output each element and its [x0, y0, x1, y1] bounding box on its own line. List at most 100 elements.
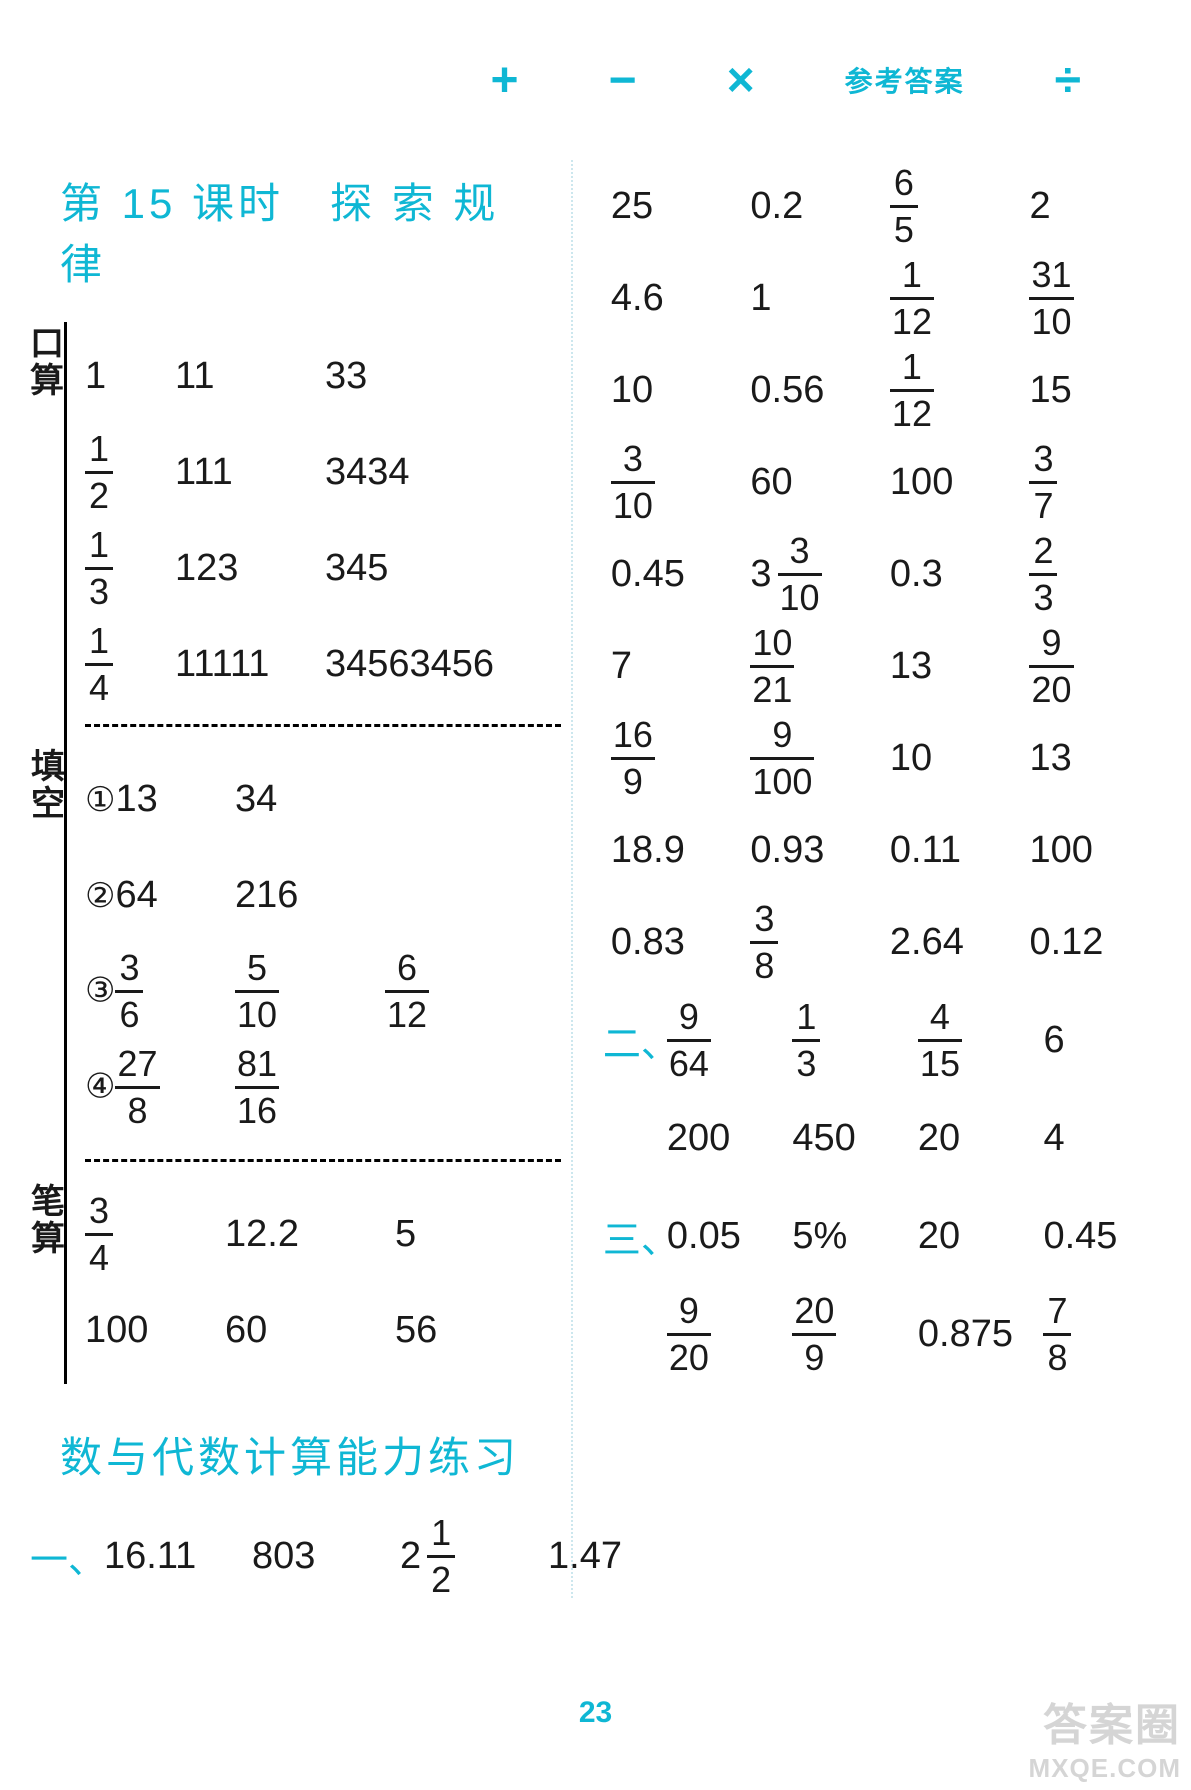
value-cell: 65 [882, 160, 1022, 252]
value-cell: 33 [325, 355, 545, 398]
value-cell: 34 [85, 1193, 225, 1276]
value-cell: 13 [85, 527, 175, 610]
left-content: 1113312111343413123345141111134563456 填空… [64, 322, 561, 1384]
value-cell: 964 [659, 994, 785, 1086]
value-cell: 112 [882, 344, 1022, 436]
marked-row: 200450204 [603, 1092, 1161, 1184]
value-cell: 10 [882, 712, 1022, 804]
section2-row: 一、16.118032121.47 [30, 1515, 561, 1598]
value-cell: 310 [603, 436, 743, 528]
kousuan-row: 141111134563456 [85, 622, 561, 706]
watermark-line2: MXQE.COM [1029, 1753, 1181, 1784]
page-number: 23 [579, 1696, 612, 1730]
value-cell: 0.93 [742, 804, 882, 896]
value-cell: 10 [603, 344, 743, 436]
value-cell: 7 [603, 620, 743, 712]
value-cell: 23 [1021, 528, 1161, 620]
value-cell: 14 [85, 623, 175, 706]
value-cell: 20 [910, 1190, 1036, 1282]
value-cell: 5 [395, 1213, 515, 1256]
marked-row: 二、964134156 [603, 994, 1161, 1086]
page: + − × 参考答案 ÷ 第 15 课时 探 索 规 律 口算 11133121… [0, 0, 1191, 1790]
value-cell: 209 [784, 1288, 910, 1380]
value-cell: 100 [882, 436, 1022, 528]
section-marker: 三、 [603, 1209, 659, 1264]
bisuan-block: 笔算3412.251006056 [85, 1180, 561, 1384]
tiankong-row: ②64216 [85, 853, 561, 937]
marked-row: 三、0.055%200.45 [603, 1190, 1161, 1282]
value-cell: 1 [85, 355, 175, 398]
tiankong-block: 填空①1334②64216③36510612④2788116 [85, 745, 561, 1141]
value-cell: 920 [1021, 620, 1161, 712]
value-cell: 920 [659, 1288, 785, 1380]
value-cell: 38 [742, 896, 882, 988]
lesson-title: 第 15 课时 探 索 规 律 [60, 170, 561, 292]
times-icon: × [727, 53, 755, 108]
section-marker: 一、 [30, 1529, 86, 1584]
answers-label: 参考答案 [845, 60, 965, 100]
value-cell: 20 [910, 1092, 1036, 1184]
right-grid: 250.26524.611123110100.56112153106010037… [603, 160, 1161, 988]
value-cell: 612 [385, 950, 505, 1033]
value-cell: 12 [85, 431, 175, 514]
value-cell: 216 [235, 874, 385, 917]
divider [85, 724, 561, 727]
section-marker: 二、 [603, 1013, 659, 1068]
value-cell: 3310 [742, 528, 882, 620]
tiankong-label: 填空 [31, 745, 65, 1141]
value-cell: 2 [1021, 160, 1161, 252]
kousuan-row: 121113434 [85, 430, 561, 514]
value-cell: 60 [225, 1309, 395, 1352]
value-cell: 13 [784, 994, 910, 1086]
divide-icon: ÷ [1055, 53, 1081, 108]
kousuan-row: 13123345 [85, 526, 561, 610]
value-cell: ②64 [85, 874, 235, 917]
value-cell: 0.875 [910, 1288, 1036, 1380]
section2-title: 数与代数计算能力练习 [60, 1424, 561, 1485]
tiankong-row: ④2788116 [85, 1045, 561, 1129]
value-cell: 123 [175, 547, 325, 590]
value-cell: 510 [235, 950, 385, 1033]
value-cell: 34563456 [325, 643, 545, 686]
value-cell: 4 [1035, 1092, 1161, 1184]
value-cell: ④278 [85, 1046, 235, 1129]
value-cell: 12.2 [225, 1213, 395, 1256]
value-cell: 0.05 [659, 1190, 785, 1282]
minus-icon: − [609, 53, 637, 108]
value-cell: 37 [1021, 436, 1161, 528]
marked-row: 9202090.87578 [603, 1288, 1161, 1380]
value-cell: 11 [175, 355, 325, 398]
top-operator-bar: + − × 参考答案 ÷ [30, 30, 1161, 130]
value-cell: 0.45 [603, 528, 743, 620]
value-cell: 0.11 [882, 804, 1022, 896]
value-cell: 200 [659, 1092, 785, 1184]
value-cell: 212 [400, 1515, 530, 1598]
two-column-layout: 第 15 课时 探 索 规 律 口算 111331211134341312334… [30, 160, 1161, 1598]
value-cell: 25 [603, 160, 743, 252]
value-cell: 1021 [742, 620, 882, 712]
value-cell: 100 [85, 1309, 225, 1352]
watermark-line1: 答案圈 [1029, 1689, 1181, 1753]
value-cell: 0.83 [603, 896, 743, 988]
value-cell: 450 [784, 1092, 910, 1184]
value-cell: 1 [742, 252, 882, 344]
value-cell: 3110 [1021, 252, 1161, 344]
value-cell: 8116 [235, 1046, 385, 1129]
value-cell: 0.56 [742, 344, 882, 436]
value-cell: 6 [1035, 994, 1161, 1086]
value-cell: 11111 [175, 643, 325, 686]
value-cell: 18.9 [603, 804, 743, 896]
bisuan-row: 1006056 [85, 1288, 561, 1372]
watermark: 答案圈 MXQE.COM [1029, 1689, 1181, 1784]
value-cell: ③36 [85, 950, 235, 1033]
value-cell: 56 [395, 1309, 515, 1352]
value-cell: 100 [1021, 804, 1161, 896]
value-cell: 415 [910, 994, 1036, 1086]
value-cell: 0.3 [882, 528, 1022, 620]
value-cell: 34 [235, 778, 385, 821]
value-cell: 4.6 [603, 252, 743, 344]
value-cell: 0.2 [742, 160, 882, 252]
value-cell: 169 [603, 712, 743, 804]
tiankong-row: ①1334 [85, 757, 561, 841]
value-cell: 345 [325, 547, 545, 590]
